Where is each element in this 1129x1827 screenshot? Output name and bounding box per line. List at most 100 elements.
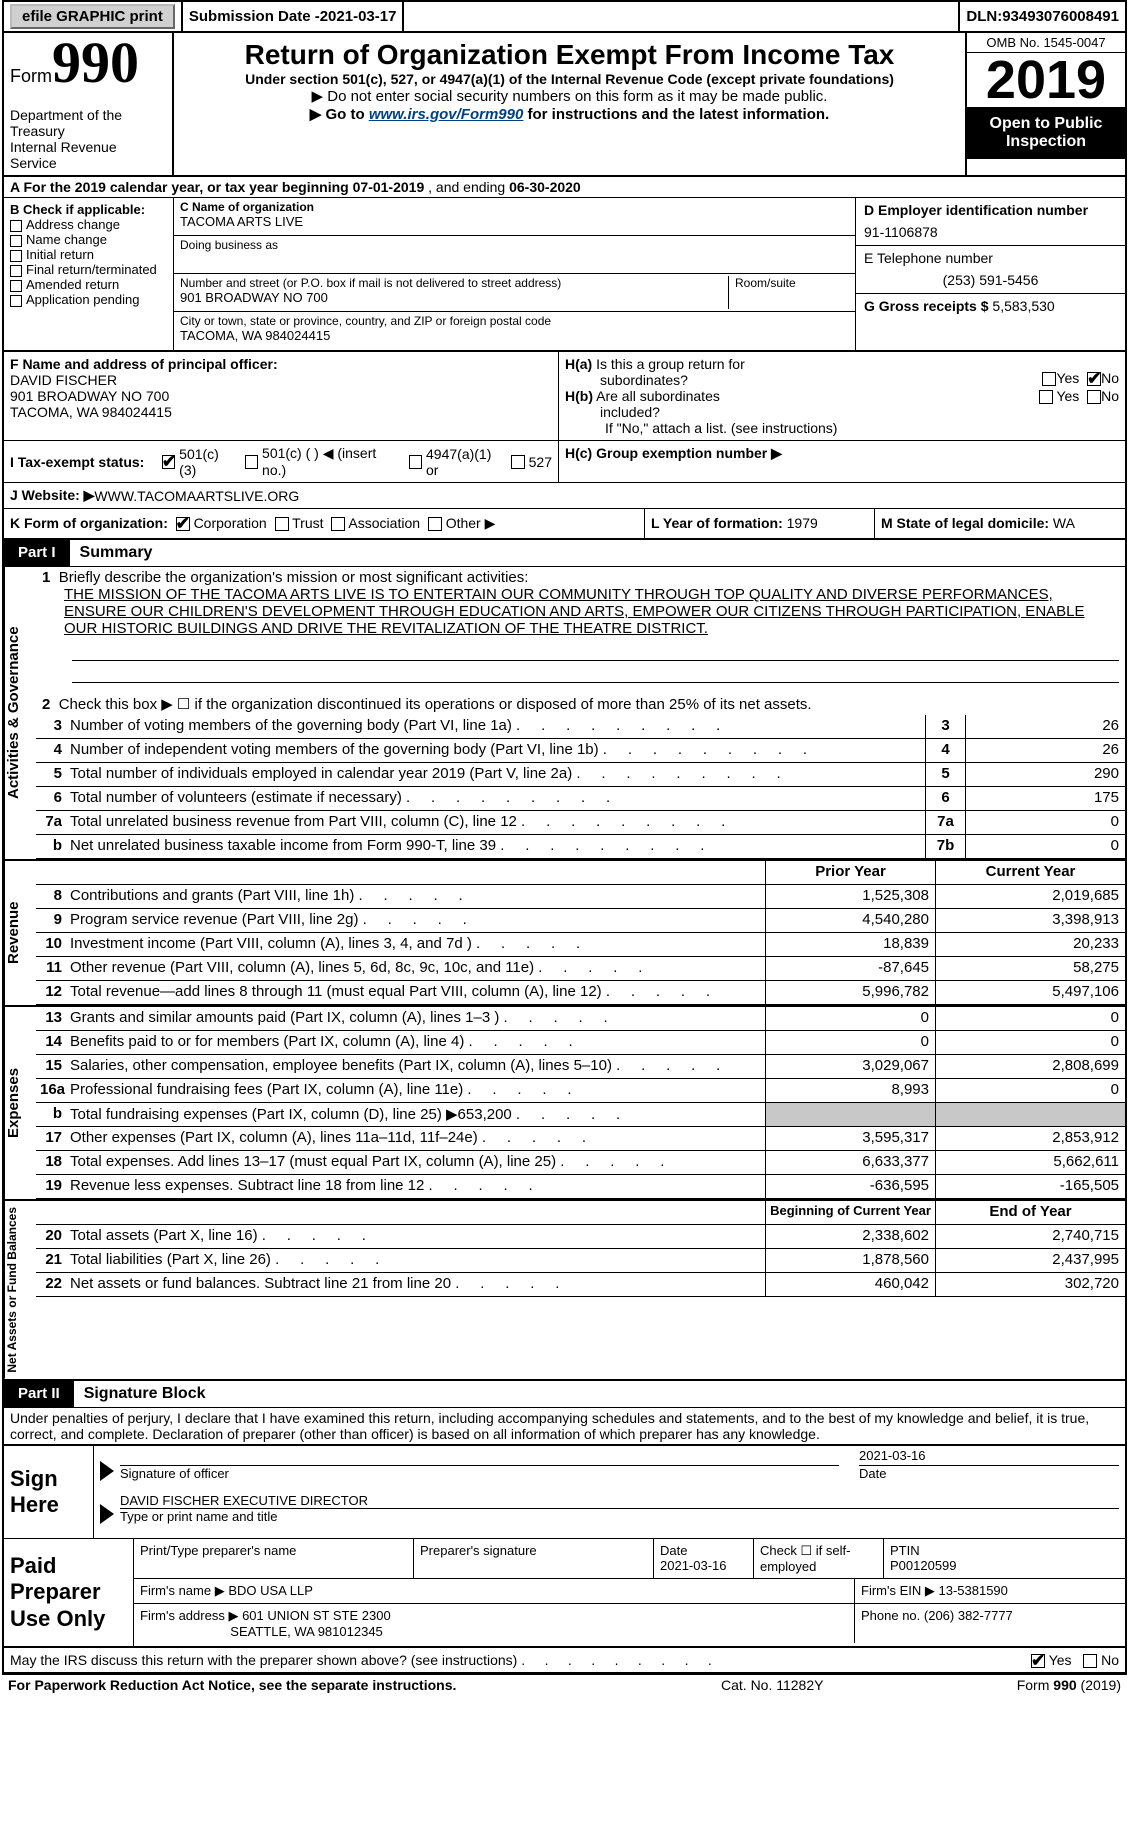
ha-no-checkbox[interactable] xyxy=(1087,372,1101,386)
row-value: 26 xyxy=(965,739,1125,762)
prior-value: -636,595 xyxy=(765,1175,935,1198)
k-assoc-checkbox[interactable] xyxy=(331,517,345,531)
row-text: Other revenue (Part VIII, column (A), li… xyxy=(66,957,765,980)
sig-date-label: Date xyxy=(859,1466,1119,1481)
current-value: 2,740,715 xyxy=(935,1225,1125,1248)
discuss-no-checkbox[interactable] xyxy=(1083,1654,1097,1668)
prep-date-label: Date xyxy=(660,1543,687,1558)
checkbox-item: Application pending xyxy=(10,292,167,307)
header-right: OMB No. 1545-0047 2019 Open to Public In… xyxy=(965,33,1125,175)
current-value: -165,505 xyxy=(935,1175,1125,1198)
street-value: 901 BROADWAY NO 700 xyxy=(180,290,722,305)
checkbox-icon[interactable] xyxy=(10,235,22,247)
summary-row: 8Contributions and grants (Part VIII, li… xyxy=(36,885,1125,909)
dba-row: Doing business as xyxy=(174,236,855,274)
part-1-title: Summary xyxy=(70,540,163,566)
f-h-row: F Name and address of principal officer:… xyxy=(4,352,1125,441)
i-527-checkbox[interactable] xyxy=(511,455,524,469)
dln-cell: DLN: 93493076008491 xyxy=(960,2,1125,31)
line-a-begin: 07-01-2019 xyxy=(353,179,425,195)
i-501c-checkbox[interactable] xyxy=(245,455,258,469)
summary-row: bNet unrelated business taxable income f… xyxy=(36,835,1125,859)
rev-header-row: Prior Year Current Year xyxy=(36,861,1125,885)
k-trust-checkbox[interactable] xyxy=(275,517,289,531)
net-header-row: Beginning of Current Year End of Year xyxy=(36,1201,1125,1225)
sign-here-label: Sign Here xyxy=(4,1446,94,1538)
tel-label: E Telephone number xyxy=(864,250,993,266)
row-number: 22 xyxy=(36,1273,66,1296)
current-value: 0 xyxy=(935,1079,1125,1102)
discuss-yes-checkbox[interactable] xyxy=(1031,1654,1045,1668)
efile-print-button[interactable]: efile GRAPHIC print xyxy=(10,4,175,29)
current-value: 2,853,912 xyxy=(935,1127,1125,1150)
checkbox-icon[interactable] xyxy=(10,280,22,292)
org-name: TACOMA ARTS LIVE xyxy=(180,214,849,229)
city-label: City or town, state or province, country… xyxy=(180,314,849,328)
k-l-m-row: K Form of organization: Corporation Trus… xyxy=(4,509,1125,540)
row-text: Investment income (Part VIII, column (A)… xyxy=(66,933,765,956)
form990-link[interactable]: www.irs.gov/Form990 xyxy=(369,106,524,123)
firm-addr-2: SEATTLE, WA 981012345 xyxy=(230,1624,382,1639)
prep-sig-label: Preparer's signature xyxy=(420,1543,647,1558)
form-note-2: ▶ Go to www.irs.gov/Form990 for instruct… xyxy=(178,105,961,123)
checkbox-icon[interactable] xyxy=(10,250,22,262)
summary-gov: Activities & Governance 1 Briefly descri… xyxy=(4,567,1125,861)
prior-value: 0 xyxy=(765,1031,935,1054)
prior-value: 6,633,377 xyxy=(765,1151,935,1174)
row-text: Total assets (Part X, line 16) xyxy=(66,1225,765,1248)
row-number: 19 xyxy=(36,1175,66,1198)
summary-row: 10Investment income (Part VIII, column (… xyxy=(36,933,1125,957)
k-corp-checkbox[interactable] xyxy=(176,517,190,531)
part-1-tag: Part I xyxy=(4,540,70,566)
row-value: 290 xyxy=(965,763,1125,786)
website-value: WWW.TACOMAARTSLIVE.ORG xyxy=(94,488,299,504)
current-value: 20,233 xyxy=(935,933,1125,956)
checkbox-item: Final return/terminated xyxy=(10,262,167,277)
gross-label: G Gross receipts $ xyxy=(864,298,992,314)
i-4947-checkbox[interactable] xyxy=(409,455,422,469)
summary-row: 22Net assets or fund balances. Subtract … xyxy=(36,1273,1125,1297)
vtab-governance: Activities & Governance xyxy=(4,567,36,859)
row-number: 21 xyxy=(36,1249,66,1272)
current-value: 2,437,995 xyxy=(935,1249,1125,1272)
note2-pre: ▶ Go to xyxy=(310,106,369,123)
form-word: Form xyxy=(10,66,52,86)
penalty-text: Under penalties of perjury, I declare th… xyxy=(4,1408,1125,1444)
ein-cell: D Employer identification number 91-1106… xyxy=(856,198,1125,246)
prior-value: 4,540,280 xyxy=(765,909,935,932)
checkbox-icon[interactable] xyxy=(10,265,22,277)
begin-year-header: Beginning of Current Year xyxy=(765,1201,935,1224)
row-number: 20 xyxy=(36,1225,66,1248)
hb-yes-checkbox[interactable] xyxy=(1039,390,1053,404)
vtab-expenses: Expenses xyxy=(4,1007,36,1199)
row-number: 15 xyxy=(36,1055,66,1078)
current-value: 302,720 xyxy=(935,1273,1125,1296)
section-b-label: B Check if applicable: xyxy=(10,202,167,217)
row-text: Professional fundraising fees (Part IX, … xyxy=(66,1079,765,1102)
submission-date-label: Submission Date - xyxy=(189,8,320,25)
hb-note: If "No," attach a list. (see instruction… xyxy=(565,420,1119,436)
ein-value: 91-1106878 xyxy=(864,224,1117,240)
line-a-end: 06-30-2020 xyxy=(509,179,581,195)
prior-value: 5,996,782 xyxy=(765,981,935,1004)
topbar-spacer xyxy=(404,2,960,31)
checkbox-icon[interactable] xyxy=(10,295,22,307)
i-501c3-checkbox[interactable] xyxy=(162,455,175,469)
checkbox-item: Name change xyxy=(10,232,167,247)
hb-no-checkbox[interactable] xyxy=(1087,390,1101,404)
row-box: 7b xyxy=(925,835,965,858)
current-value: 2,019,685 xyxy=(935,885,1125,908)
tel-cell: E Telephone number (253) 591-5456 xyxy=(856,246,1125,294)
section-d-e-g: D Employer identification number 91-1106… xyxy=(855,198,1125,350)
ha-yes-checkbox[interactable] xyxy=(1042,372,1056,386)
dept-treasury: Department of the Treasury xyxy=(10,107,166,139)
checkbox-icon[interactable] xyxy=(10,220,22,232)
ptin-label: PTIN xyxy=(890,1543,920,1558)
paid-preparer-label: Paid Preparer Use Only xyxy=(4,1539,134,1646)
summary-row: 9Program service revenue (Part VIII, lin… xyxy=(36,909,1125,933)
current-value: 5,662,611 xyxy=(935,1151,1125,1174)
k-other-checkbox[interactable] xyxy=(428,517,442,531)
gross-value: 5,583,530 xyxy=(992,298,1054,314)
current-value: 0 xyxy=(935,1007,1125,1030)
dba-label: Doing business as xyxy=(180,238,849,252)
